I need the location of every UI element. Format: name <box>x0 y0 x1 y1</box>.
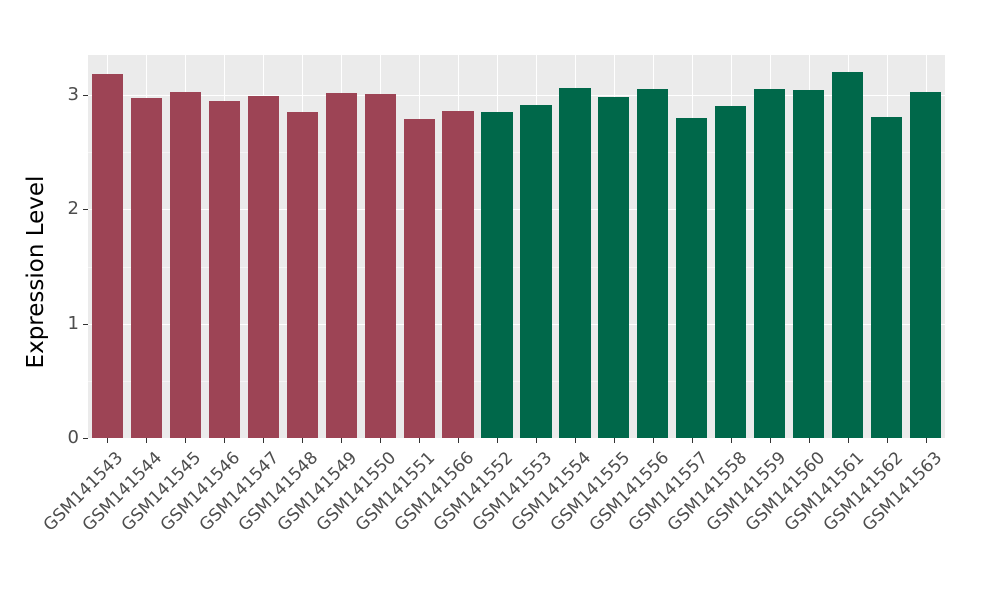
bar <box>403 119 435 438</box>
y-tick-mark <box>83 438 88 439</box>
x-tick-mark <box>809 438 810 443</box>
x-tick-mark <box>419 438 420 443</box>
y-tick-label: 2 <box>67 198 79 220</box>
gridline-minor <box>88 152 945 154</box>
bar <box>598 97 630 438</box>
plot-panel <box>88 55 945 438</box>
x-tick-mark <box>887 438 888 443</box>
y-tick-label: 3 <box>67 84 79 105</box>
x-tick-mark <box>731 438 732 443</box>
bar <box>870 116 903 438</box>
y-tick-mark <box>83 323 88 325</box>
bar <box>676 117 708 438</box>
y-tick-mark <box>83 209 88 211</box>
x-tick-mark <box>380 438 381 443</box>
y-tick-mark <box>83 95 88 96</box>
x-tick-mark <box>107 438 108 443</box>
bar <box>637 89 669 438</box>
x-tick-mark <box>692 438 693 443</box>
x-tick-mark <box>614 438 615 443</box>
x-tick-mark <box>302 438 303 443</box>
bar <box>715 106 747 438</box>
x-tick-mark <box>497 438 498 443</box>
bar <box>754 89 786 438</box>
gridline-major <box>88 323 945 325</box>
bar <box>325 92 357 438</box>
x-tick-mark <box>575 438 576 443</box>
x-tick-mark <box>185 438 186 443</box>
x-tick-mark <box>770 438 771 443</box>
x-tick-mark <box>536 438 537 443</box>
bar <box>364 93 396 438</box>
bar <box>793 90 825 438</box>
bar <box>481 112 513 438</box>
x-tick-mark <box>224 438 225 443</box>
bar <box>442 111 474 438</box>
bar <box>909 91 942 438</box>
x-tick-mark <box>653 438 654 443</box>
y-tick-label: 1 <box>67 312 79 334</box>
gridline-minor <box>88 266 945 268</box>
bar <box>130 98 162 438</box>
bar <box>247 96 279 438</box>
gridline-major <box>88 95 945 96</box>
y-tick-label: 0 <box>67 427 79 448</box>
x-tick-mark <box>848 438 849 443</box>
bar <box>91 74 124 438</box>
bar <box>286 112 318 438</box>
gridline-minor <box>88 380 945 382</box>
gridline-major <box>88 209 945 211</box>
x-tick-mark <box>458 438 459 443</box>
bar <box>832 72 864 438</box>
x-tick-mark <box>263 438 264 443</box>
x-tick-mark <box>926 438 927 443</box>
bar <box>520 105 552 438</box>
x-tick-mark <box>341 438 342 443</box>
bar <box>169 91 201 438</box>
y-axis-title: Expression Level <box>23 175 49 369</box>
x-tick-mark <box>146 438 147 443</box>
bar <box>559 88 591 438</box>
bar <box>208 100 240 438</box>
